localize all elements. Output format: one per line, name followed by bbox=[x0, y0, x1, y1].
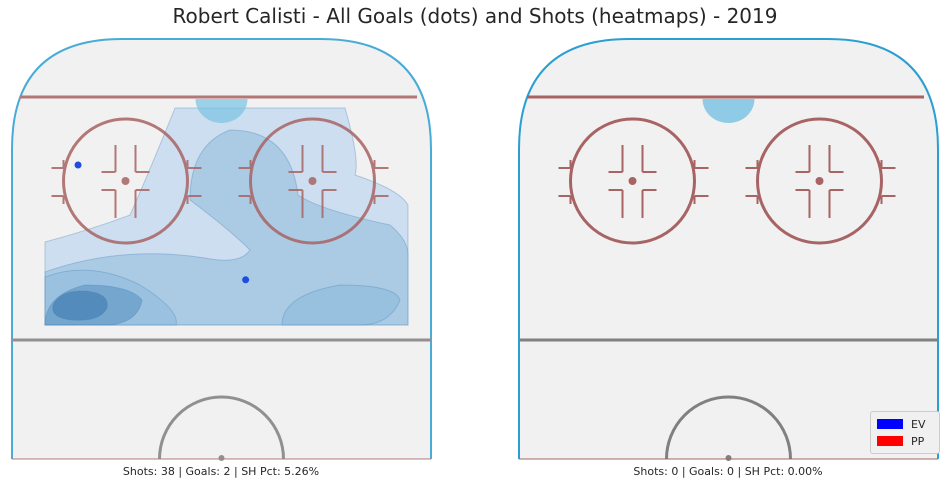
center-circle bbox=[158, 395, 285, 460]
faceoff-circle-left bbox=[51, 117, 202, 245]
goal-crease bbox=[195, 99, 248, 123]
faceoff-dot bbox=[815, 177, 824, 185]
heat-level-5 bbox=[52, 290, 108, 321]
legend-item-ev: EV bbox=[877, 417, 925, 431]
faceoff-dot bbox=[308, 177, 317, 185]
legend-label-pp: PP bbox=[911, 434, 925, 448]
shot-heatmap bbox=[44, 107, 409, 326]
chart-title: Robert Calisti - All Goals (dots) and Sh… bbox=[172, 4, 778, 28]
legend-swatch-pp bbox=[877, 436, 903, 446]
faceoff-ring bbox=[62, 117, 189, 245]
faceoff-ring bbox=[249, 117, 376, 245]
faceoff-circle-right bbox=[238, 117, 389, 245]
goal-dot-2 bbox=[74, 161, 82, 169]
legend: EV PP bbox=[870, 411, 940, 454]
faceoff-ring bbox=[756, 117, 883, 245]
legend-item-pp: PP bbox=[877, 434, 924, 448]
ice-surface bbox=[519, 39, 938, 459]
heat-level-1 bbox=[44, 129, 409, 326]
faceoff-circle-left bbox=[558, 117, 709, 245]
rink-markings bbox=[11, 38, 432, 461]
center-dot bbox=[218, 455, 225, 461]
faceoff-dot bbox=[121, 177, 130, 185]
goal-dot-1 bbox=[242, 276, 250, 284]
legend-label-ev: EV bbox=[911, 417, 926, 431]
goal-dots bbox=[74, 161, 250, 284]
legend-swatch-ev bbox=[877, 419, 903, 429]
right-caption: Shots: 0 | Goals: 0 | SH Pct: 0.00% bbox=[633, 465, 823, 478]
center-dot bbox=[725, 455, 732, 461]
faceoff-circle-right bbox=[745, 117, 896, 245]
rink-markings-right bbox=[518, 38, 939, 461]
faceoff-dot bbox=[628, 177, 637, 185]
left-caption: Shots: 38 | Goals: 2 | SH Pct: 5.26% bbox=[122, 465, 320, 478]
center-circle bbox=[665, 395, 792, 460]
faceoff-ring bbox=[569, 117, 696, 245]
goal-crease bbox=[702, 99, 755, 123]
heat-level-3 bbox=[281, 284, 401, 326]
